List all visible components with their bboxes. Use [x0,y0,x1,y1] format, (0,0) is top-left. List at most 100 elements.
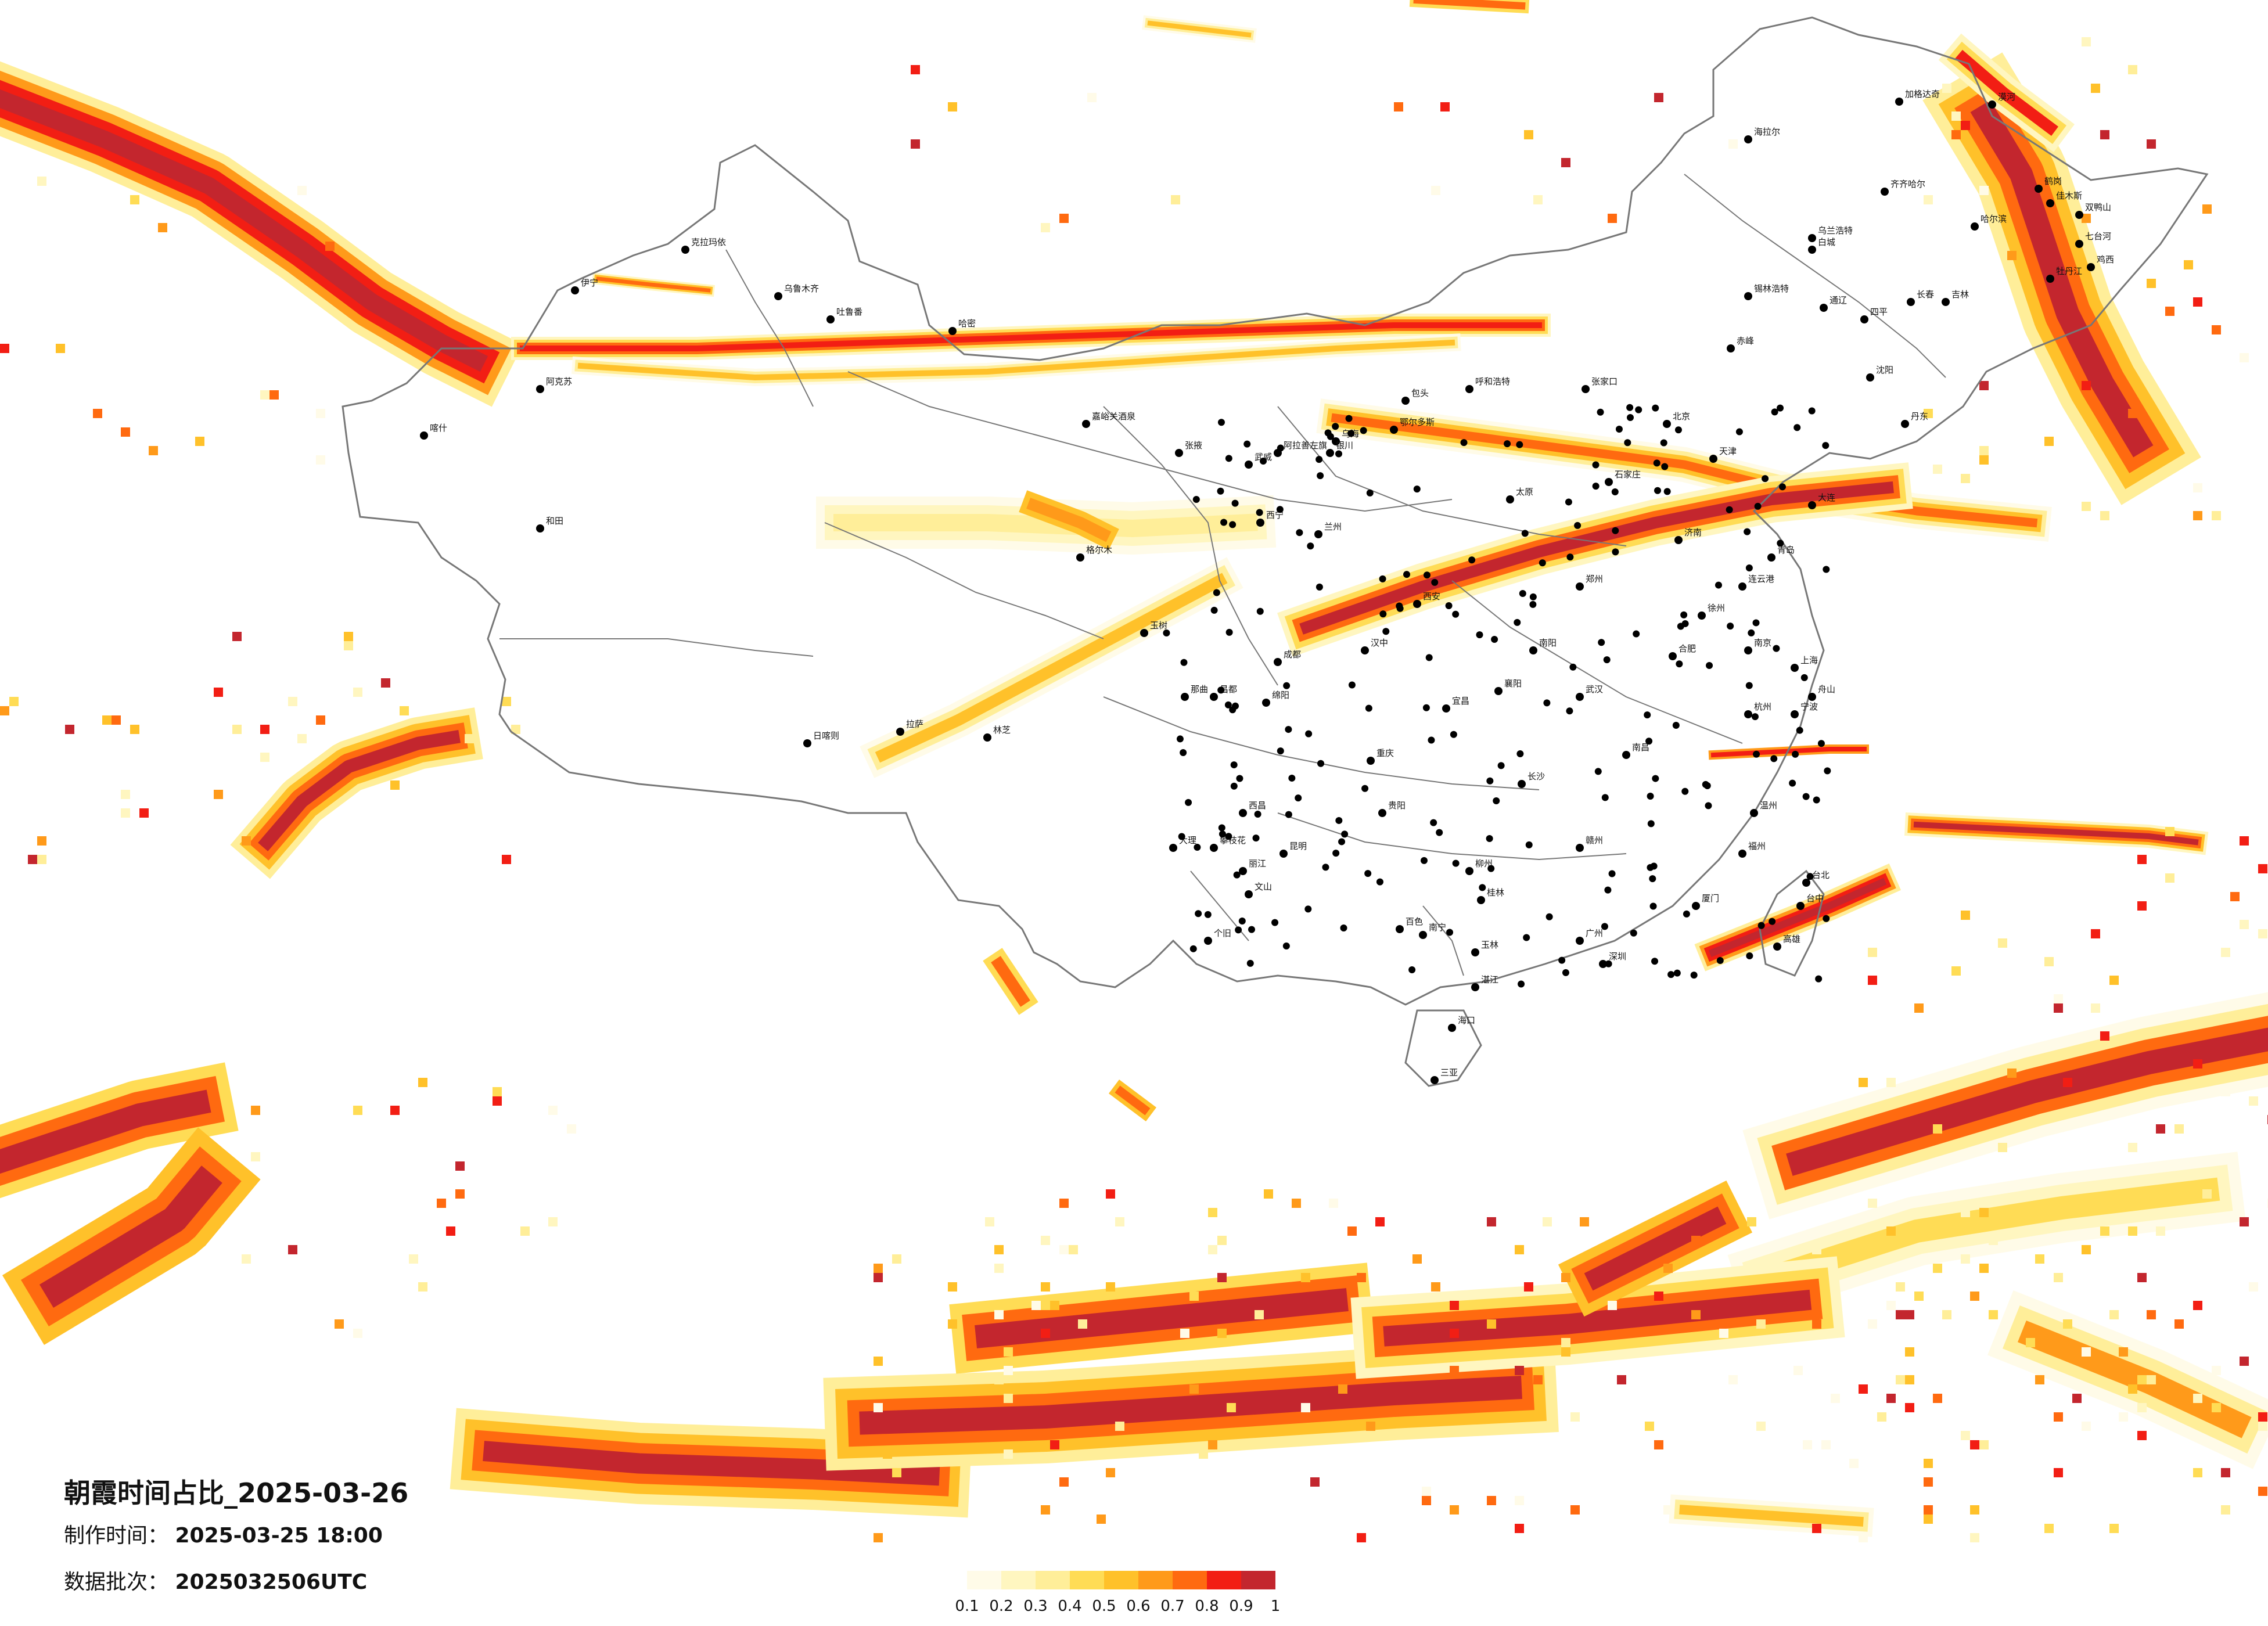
city-marker [1716,957,1724,965]
heat-band [596,276,711,293]
city-marker [1231,499,1239,507]
city-marker [1907,298,1915,306]
city-marker [1194,844,1201,851]
city-marker [1317,760,1325,767]
heat-band [1710,747,1867,758]
heat-cell [1905,1310,1914,1319]
heat-cell [1831,1394,1840,1403]
heat-cell [1728,1375,1738,1384]
heat-cell [2147,1310,2156,1319]
heat-cell [2258,864,2267,873]
heat-cell [1561,1338,1570,1347]
city-marker [1345,415,1353,422]
city-label: 鄂尔多斯 [1400,417,1435,427]
city-marker [1217,419,1225,426]
heat-cell [1961,911,1970,920]
heat-cell [2044,437,2054,446]
heat-cell [2240,1357,2249,1366]
city-marker [1792,750,1799,758]
city-marker [1525,841,1533,848]
heat-cell [520,1226,530,1236]
city-label: 赤峰 [1737,336,1754,346]
heat-cell [2165,873,2174,883]
heat-band [1954,49,2058,136]
heat-cell [1217,1301,1227,1310]
city-marker [1771,408,1778,416]
heat-cell [1933,1394,1942,1403]
city-marker [1652,404,1659,412]
city-marker [2075,211,2083,219]
city-marker [1676,660,1683,668]
heat-cell [1812,1524,1821,1533]
heat-cell [2156,1124,2165,1134]
heat-cell [2035,1254,2044,1264]
legend-tick-label: 0.9 [1229,1598,1253,1615]
heat-cell [2249,1096,2258,1106]
city-label: 宁波 [1800,702,1818,712]
legend-tick-label: 1 [1270,1598,1281,1615]
city-marker [1195,910,1202,918]
heat-cell [316,715,325,725]
province-border [1103,406,1278,686]
city-marker [1245,890,1253,898]
heat-cell [2193,297,2202,307]
city-marker [1189,945,1197,952]
city-marker [1288,774,1296,782]
heat-cell [2054,1468,2063,1477]
heat-cell [37,177,46,186]
heat-cell [242,836,251,846]
heat-cell [335,1319,344,1329]
city-label: 张家口 [1591,376,1618,387]
heat-cell [2221,1468,2230,1477]
city-label: 加格达奇 [1905,89,1940,99]
city-marker [1243,440,1251,448]
city-marker [1271,919,1279,926]
city-marker [1219,830,1226,838]
heat-cell [2119,1412,2128,1422]
heat-cell [1663,1264,1673,1273]
heat-cell [1357,1533,1366,1542]
city-marker [1748,629,1755,636]
province-border [847,371,1453,512]
city-marker [1239,867,1247,875]
city-marker [1446,929,1454,936]
city-marker [1082,420,1090,428]
data-batch-value: 2025032506UTC [175,1570,368,1594]
heat-cell [874,1357,883,1366]
heat-cell [1561,1347,1570,1357]
legend-tick-label: 0.5 [1092,1598,1116,1615]
city-marker [1529,600,1537,608]
heat-cell [948,1282,957,1292]
heat-cell [2258,1412,2267,1422]
heat-cell [1663,1505,1673,1515]
heat-cell [455,1189,465,1199]
data-batch-row: 数据批次： 2025032506UTC [64,1565,367,1595]
heat-cell [353,1106,362,1115]
city-marker [1238,918,1246,925]
heat-cell [1041,1329,1050,1338]
city-label: 湛江 [1481,974,1498,985]
city-marker [1652,775,1659,782]
legend-tick-label: 0.2 [989,1598,1013,1615]
city-marker [1647,864,1654,871]
city-marker [1592,461,1600,469]
city-label: 台北 [1812,870,1830,880]
heat-cell [911,65,920,74]
city-marker [1239,809,1247,817]
city-marker [1516,750,1524,757]
city-marker [1332,850,1340,857]
city-marker [1248,926,1256,933]
make-time-row: 制作时间： 2025-03-25 18:00 [64,1519,383,1549]
heat-cell [2137,1403,2147,1412]
heat-cell [1292,1199,1301,1208]
heat-cell [2054,994,2063,1003]
city-marker [1791,664,1799,672]
heat-cell [316,455,325,465]
city-marker [1644,711,1651,719]
heat-cell [316,409,325,418]
heat-cell [2258,1487,2267,1496]
heat-cell [1106,1189,1115,1199]
city-marker [1218,824,1225,832]
